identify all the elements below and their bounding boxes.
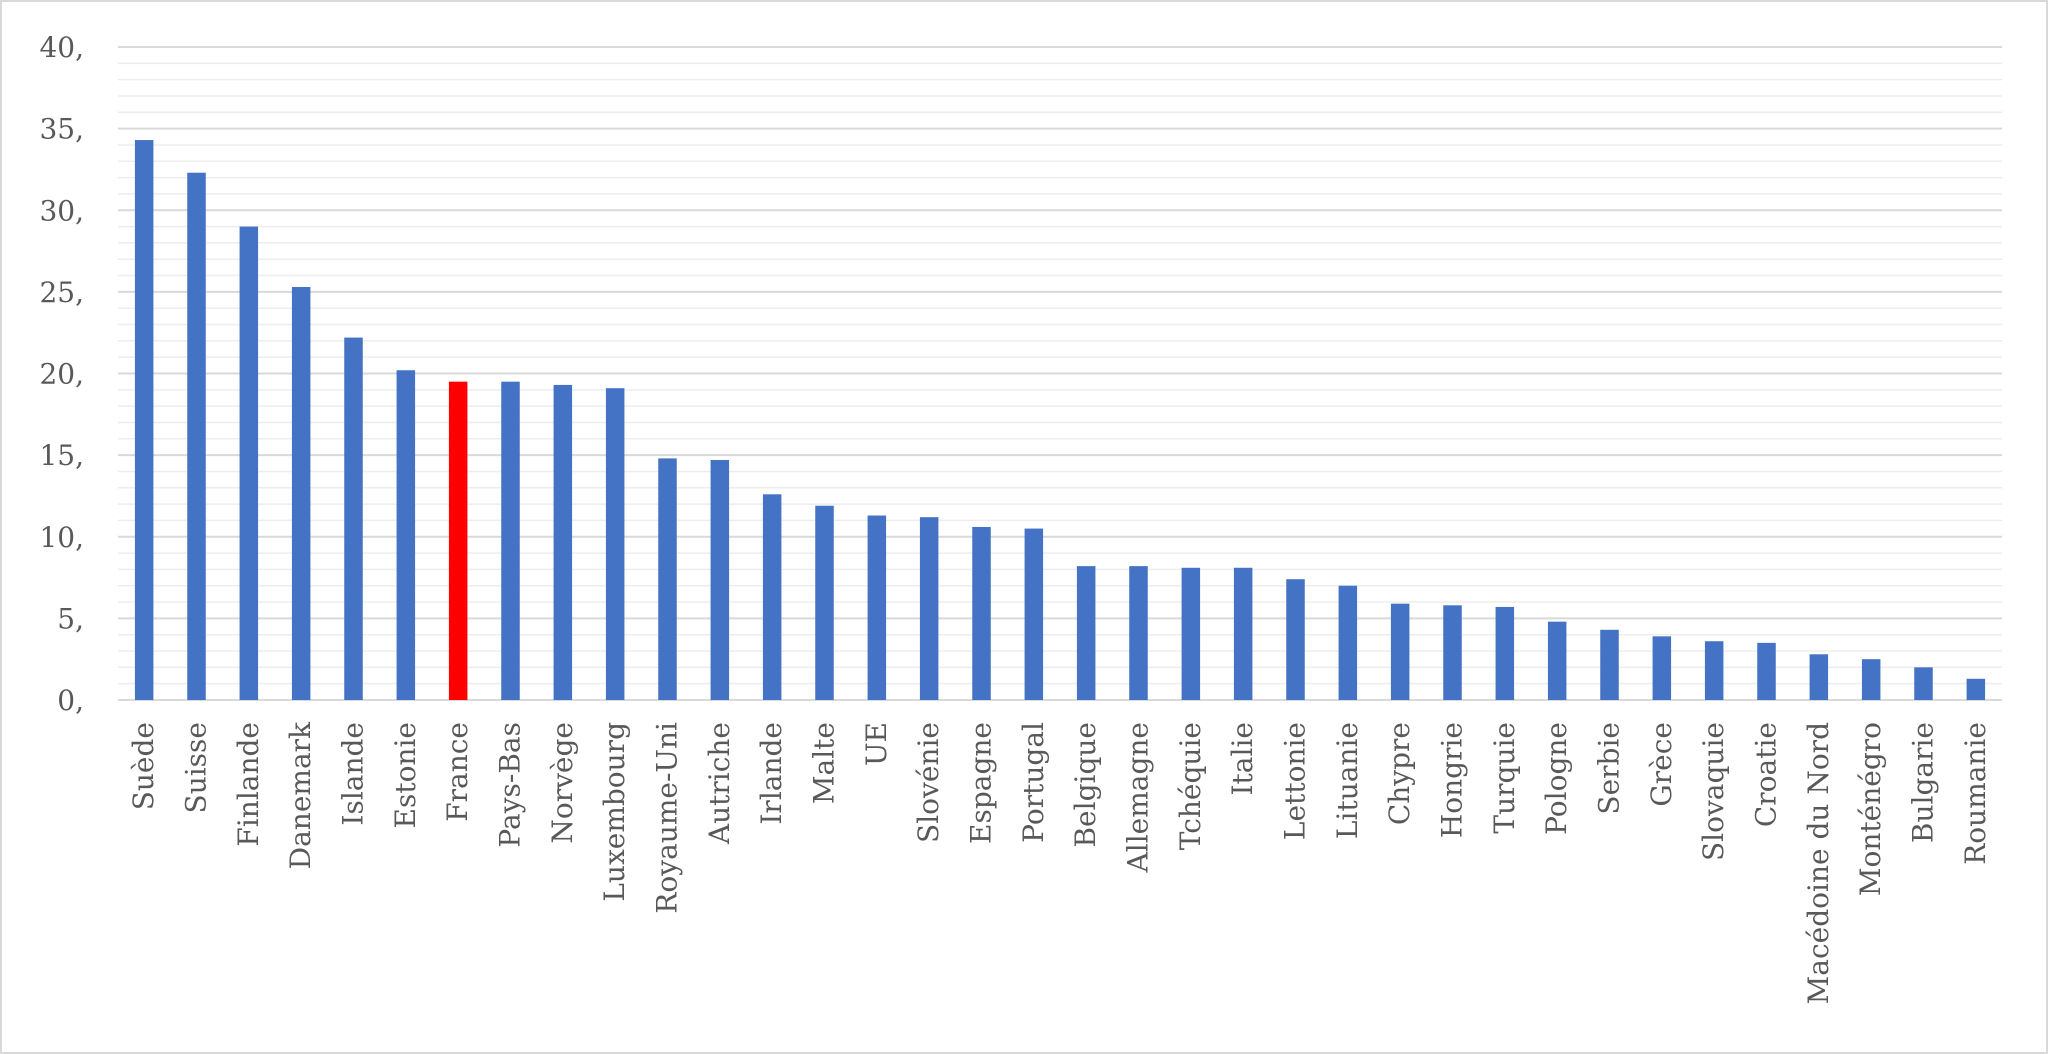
bar-suisse	[187, 172, 206, 700]
x-tick-label-luxembourg: Luxembourg	[598, 722, 631, 902]
bar-pays-bas	[501, 381, 520, 700]
x-tick-label-ue: UE	[860, 722, 893, 766]
x-tick-label-portugal: Portugal	[1017, 722, 1050, 843]
y-tick-label: 30,	[39, 194, 84, 227]
bar-autriche	[710, 460, 730, 700]
bar-croatie	[1757, 642, 1776, 700]
bar-islande	[344, 337, 363, 700]
bar-ue	[867, 515, 887, 700]
bar-norvege	[553, 384, 573, 700]
x-tick-label-lituanie: Lituanie	[1331, 722, 1364, 839]
bar-belgique	[1076, 566, 1096, 700]
x-tick-label-tchequie: Tchéquie	[1174, 722, 1207, 850]
x-tick-label-bulgarie: Bulgarie	[1907, 722, 1940, 843]
bar-royaume-uni	[658, 458, 677, 700]
x-tick-label-slovenie: Slovénie	[912, 722, 945, 843]
bar-slovaquie	[1704, 641, 1724, 700]
bar-pologne	[1547, 621, 1567, 700]
bar-chypre	[1390, 603, 1410, 700]
bar-italie	[1233, 567, 1253, 700]
x-tick-label-italie: Italie	[1226, 722, 1259, 796]
y-tick-label: 10,	[39, 521, 84, 554]
bar-grece	[1652, 636, 1672, 700]
bar-turquie	[1495, 606, 1515, 700]
bars	[134, 140, 1986, 701]
x-tick-label-serbie: Serbie	[1593, 722, 1626, 815]
x-tick-label-pologne: Pologne	[1540, 722, 1573, 835]
bar-macedoine-du-nord	[1809, 654, 1829, 700]
bar-suede	[134, 140, 154, 701]
y-tick-label: 35,	[39, 113, 84, 146]
x-tick-label-france: France	[441, 722, 474, 822]
major-gridlines	[118, 46, 2002, 701]
bar-roumanie	[1966, 678, 1986, 700]
bar-france	[448, 381, 468, 700]
bar-lettonie	[1286, 579, 1305, 700]
x-tick-label-slovaquie: Slovaquie	[1697, 722, 1730, 861]
bar-montenegro	[1861, 659, 1881, 700]
bar-bulgarie	[1914, 667, 1933, 700]
bar-serbie	[1600, 629, 1619, 700]
x-tick-label-danemark: Danemark	[284, 721, 317, 869]
x-tick-label-turquie: Turquie	[1488, 722, 1521, 834]
bar-slovenie	[919, 517, 939, 700]
y-axis-tick-labels: 0, 5, 10, 15, 20, 25, 30, 35, 40,	[39, 31, 84, 717]
bar-irlande	[762, 494, 782, 700]
bar-allemagne	[1129, 566, 1148, 700]
x-tick-label-espagne: Espagne	[965, 722, 998, 844]
bar-malte	[815, 505, 834, 700]
y-tick-label: 20,	[39, 358, 84, 391]
bar-hongrie	[1443, 605, 1462, 700]
x-axis-category-labels: Suède Suisse Finlande Danemark Islande Estoni…	[127, 721, 1992, 1004]
x-tick-label-pays-bas: Pays-Bas	[494, 722, 527, 848]
y-tick-label: 25,	[39, 276, 84, 309]
x-tick-label-montenegro: Monténégro	[1854, 722, 1887, 896]
x-tick-label-belgique: Belgique	[1069, 722, 1102, 848]
x-tick-label-royaume-uni: Royaume-Uni	[651, 722, 684, 914]
x-tick-label-hongrie: Hongrie	[1436, 722, 1469, 838]
bar-estonie	[396, 370, 416, 700]
x-tick-label-suede: Suède	[127, 722, 160, 810]
x-tick-label-croatie: Croatie	[1750, 722, 1783, 827]
bar-lituanie	[1338, 585, 1358, 700]
x-tick-label-irlande: Irlande	[755, 722, 788, 825]
x-tick-label-estonie: Estonie	[389, 722, 422, 828]
x-tick-label-roumanie: Roumanie	[1959, 722, 1992, 865]
x-tick-label-islande: Islande	[337, 722, 370, 826]
bar-luxembourg	[605, 388, 625, 700]
y-tick-label: 0,	[57, 684, 84, 717]
x-tick-label-chypre: Chypre	[1383, 722, 1416, 825]
x-tick-label-finlande: Finlande	[232, 722, 265, 847]
minor-gridlines	[118, 62, 2002, 685]
x-tick-label-macedoine-du-nord: Macédoine du Nord	[1802, 722, 1835, 1004]
bar-tchequie	[1181, 567, 1201, 700]
x-tick-label-lettonie: Lettonie	[1279, 722, 1312, 840]
x-tick-label-malte: Malte	[808, 722, 841, 804]
x-tick-label-suisse: Suisse	[180, 722, 213, 813]
y-tick-label: 40,	[39, 31, 84, 64]
y-tick-label: 5,	[57, 602, 84, 635]
x-tick-label-grece: Grèce	[1645, 722, 1678, 807]
x-tick-label-autriche: Autriche	[703, 722, 736, 845]
x-tick-label-norvege: Norvège	[546, 722, 579, 844]
x-tick-label-allemagne: Allemagne	[1122, 722, 1155, 873]
y-tick-label: 15,	[39, 439, 84, 472]
bar-espagne	[972, 526, 991, 700]
bar-finlande	[239, 226, 259, 700]
bar-portugal	[1024, 528, 1044, 700]
bar-danemark	[291, 286, 311, 700]
